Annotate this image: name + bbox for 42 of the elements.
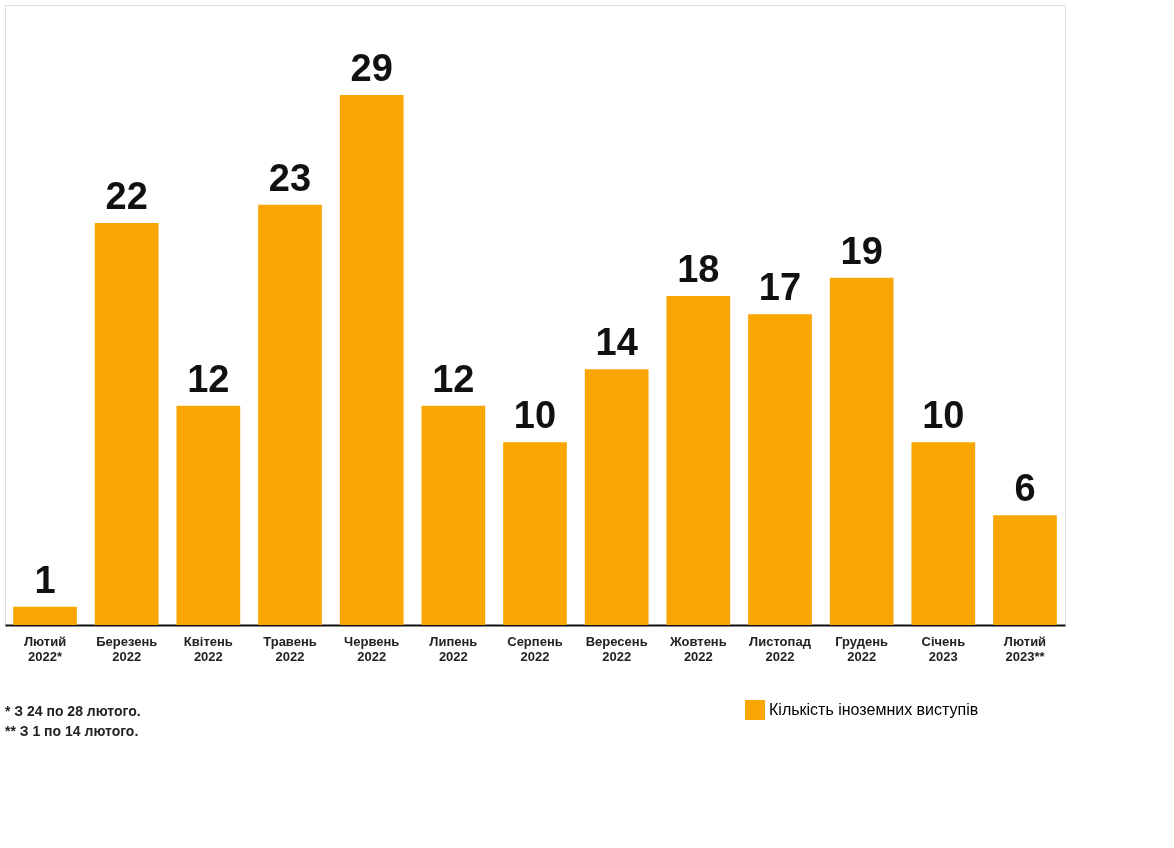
bar: [503, 442, 567, 625]
bar: [829, 277, 894, 625]
bar: [339, 95, 404, 625]
data-label: 1: [34, 558, 56, 601]
data-label: 22: [105, 175, 148, 217]
data-label: 23: [268, 156, 312, 199]
data-label: 12: [187, 357, 230, 400]
bar: [176, 405, 241, 625]
x-tick-label: Листопад 2022: [749, 633, 812, 664]
bar: [421, 405, 486, 625]
x-tick-label: Грудень 2022: [835, 633, 889, 664]
data-label: 12: [432, 357, 475, 400]
bar: [993, 515, 1057, 625]
x-tick-label: Травень 2022: [263, 633, 317, 664]
data-label: 14: [595, 321, 638, 364]
bar: [584, 369, 649, 625]
x-tick-label: Серпень 2022: [507, 633, 563, 664]
x-tick-label: Жовтень 2022: [668, 633, 727, 664]
bar: [94, 223, 159, 625]
x-tick-label: Червень 2022: [344, 633, 400, 664]
bar: [258, 204, 322, 625]
data-label: 19: [840, 229, 883, 272]
text: * З 24 по 28 лютого.: [5, 703, 141, 719]
x-tick-label: Січень 2023: [921, 633, 966, 664]
x-tick-label: Березень 2022: [96, 633, 158, 664]
x-tick-label: Липень 2022: [429, 633, 478, 664]
bar: [911, 442, 976, 625]
x-tick-label: Лютий 2023**: [1003, 633, 1047, 664]
text: ** З 1 по 14 лютого.: [5, 723, 139, 739]
data-label: 10: [922, 394, 965, 437]
x-tick-label: Вересень 2022: [585, 633, 648, 664]
legend-label: Кількість іноземних виступів: [769, 701, 979, 718]
bar: [13, 606, 77, 625]
data-label: 10: [513, 394, 557, 437]
bar: [666, 296, 731, 625]
data-label: 29: [350, 47, 393, 90]
data-label: 17: [758, 266, 802, 309]
data-label: 6: [1014, 467, 1036, 510]
bar: [748, 314, 812, 625]
x-tick-label: Квітень 2022: [183, 633, 233, 664]
data-label: 18: [677, 248, 720, 291]
x-tick-label: Лютий 2022*: [23, 633, 67, 664]
